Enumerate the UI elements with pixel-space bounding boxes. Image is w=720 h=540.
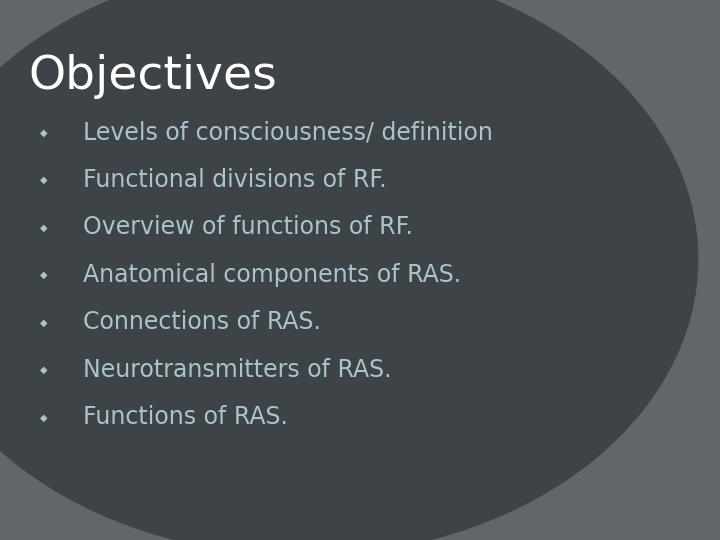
Text: Neurotransmitters of RAS.: Neurotransmitters of RAS. (83, 358, 391, 382)
Text: Objectives: Objectives (29, 54, 277, 99)
Text: Functions of RAS.: Functions of RAS. (83, 406, 288, 429)
Text: Levels of consciousness/ definition: Levels of consciousness/ definition (83, 120, 492, 144)
Text: Connections of RAS.: Connections of RAS. (83, 310, 320, 334)
Text: ◆: ◆ (40, 175, 47, 185)
Text: ◆: ◆ (40, 222, 47, 232)
Text: Anatomical components of RAS.: Anatomical components of RAS. (83, 263, 461, 287)
Text: ◆: ◆ (40, 365, 47, 375)
Text: ◆: ◆ (40, 270, 47, 280)
Text: ◆: ◆ (40, 318, 47, 327)
Text: ◆: ◆ (40, 127, 47, 137)
Text: Functional divisions of RF.: Functional divisions of RF. (83, 168, 387, 192)
Text: ◆: ◆ (40, 413, 47, 422)
Ellipse shape (0, 0, 698, 540)
Text: Overview of functions of RF.: Overview of functions of RF. (83, 215, 413, 239)
